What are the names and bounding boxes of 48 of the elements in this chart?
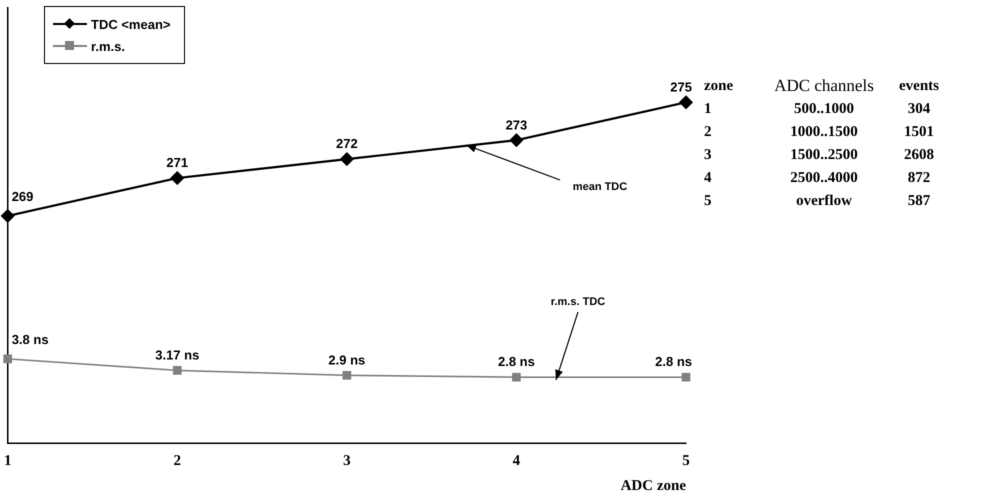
text: 1 [704, 101, 712, 118]
text: 1000..1500 [789, 124, 859, 141]
text: 587 [906, 193, 932, 210]
text: 304 [906, 101, 932, 118]
data-label: 273 [506, 117, 528, 132]
data-label: 272 [336, 136, 358, 152]
x-axis-title: ADC zone [620, 478, 686, 494]
x-tick-label: 2 [174, 452, 182, 469]
annotation: mean TDC [572, 181, 628, 193]
text: 500..1000 [793, 101, 855, 118]
point [342, 370, 352, 380]
data-label: 3.8 ns [12, 332, 49, 347]
point [512, 372, 521, 382]
x-tick-label: 5 [682, 452, 690, 469]
data-label: 2.8 ns [655, 354, 692, 370]
point [340, 152, 354, 166]
text: events [898, 78, 940, 95]
legend-label: r.m.s. [91, 38, 125, 54]
point [170, 171, 184, 185]
text: 2608 [903, 147, 935, 164]
text: zone [704, 78, 734, 95]
point [3, 354, 12, 364]
point [1, 209, 14, 222]
text: 5 [704, 193, 712, 210]
point [172, 366, 182, 375]
text: overflow [795, 193, 853, 210]
text: 1500..2500 [789, 147, 859, 164]
point [682, 372, 690, 382]
text: 3 [704, 147, 712, 164]
text: 2 [704, 124, 712, 141]
x-tick-label: 3 [343, 452, 351, 469]
x-tick-label: 4 [512, 452, 521, 469]
point [510, 134, 524, 147]
data-label: 269 [12, 188, 34, 204]
text: 4 [704, 170, 712, 187]
data-label: 2.9 ns [328, 352, 366, 368]
text: 1501 [903, 124, 935, 141]
x-tick-label: 1 [4, 452, 12, 469]
annotation: r.m.s. TDC [550, 296, 606, 308]
data-label: 271 [166, 155, 188, 170]
text: 872 [906, 170, 932, 187]
text: ADC channels [773, 76, 875, 95]
data-label: 2.8 ns [498, 354, 535, 370]
data-label: 3.17 ns [155, 347, 200, 362]
legend-label: TDC <mean> [91, 16, 170, 32]
point [679, 96, 693, 109]
data-label: 275 [670, 79, 692, 94]
text: 2500..4000 [789, 170, 859, 187]
